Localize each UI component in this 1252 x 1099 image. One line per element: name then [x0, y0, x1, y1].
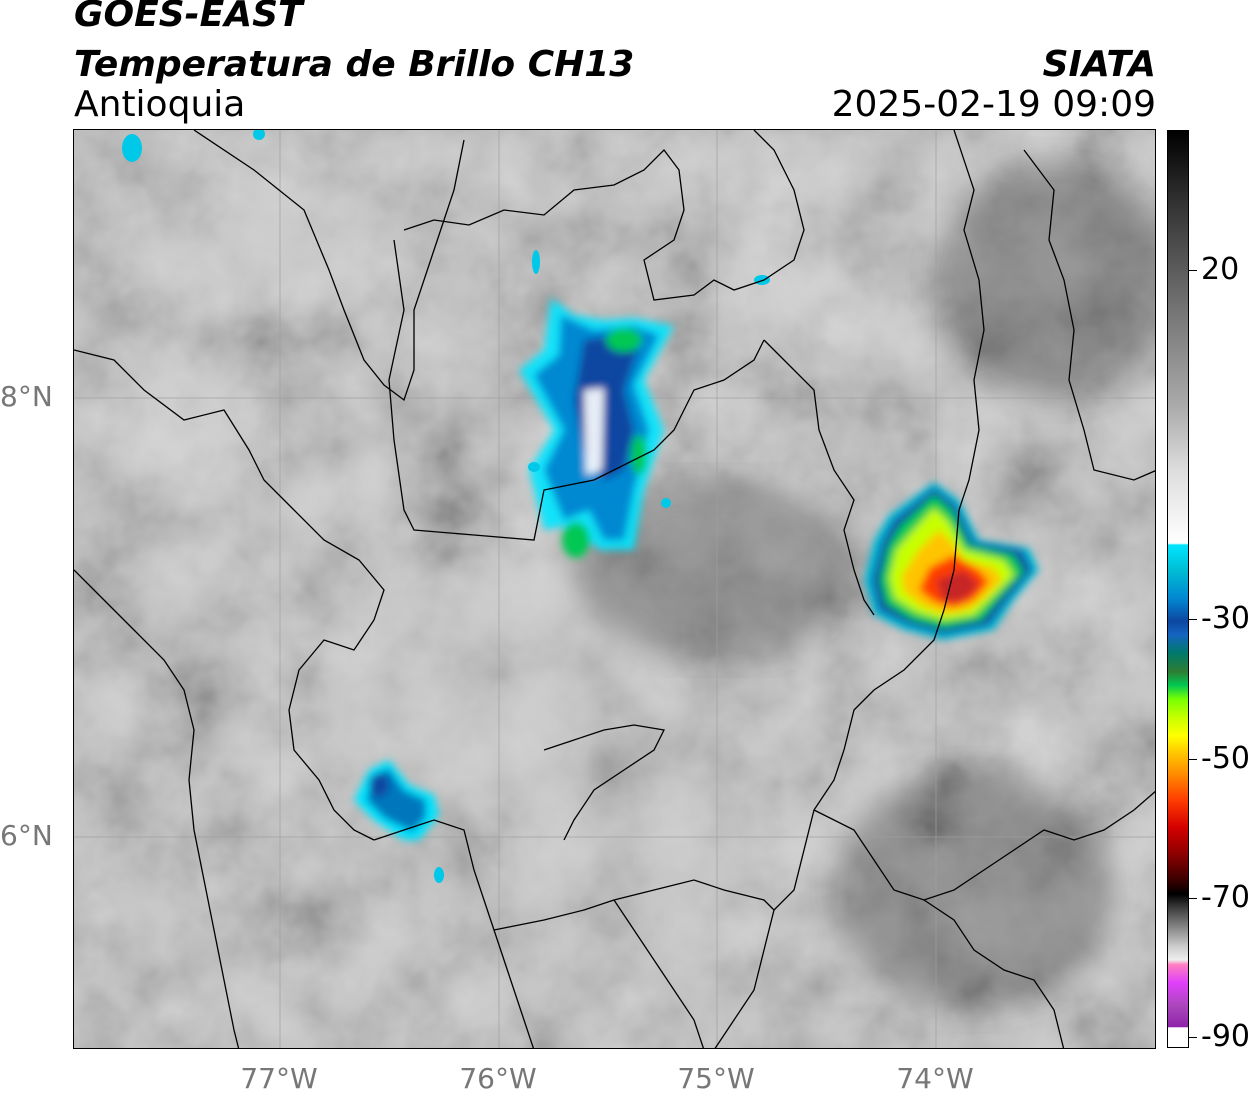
product-subtitle: Temperatura de Brillo CH13	[74, 44, 635, 85]
lat-label-6n: 6°N	[0, 819, 53, 852]
product-title: GOES-EAST	[74, 0, 303, 35]
region-label: Antioquia	[74, 84, 246, 125]
colorbar-tick	[1189, 270, 1197, 271]
lon-label-74w: 74°W	[896, 1062, 974, 1095]
temperature-colorbar	[1167, 130, 1189, 1048]
colorbar-tick	[1189, 619, 1197, 620]
colorbar-label-minus30: -30	[1201, 601, 1250, 636]
lon-label-76w: 76°W	[459, 1062, 537, 1095]
storm-cell-southwest	[354, 760, 439, 840]
organization-label: SIATA	[1042, 44, 1156, 85]
lon-label-77w: 77°W	[240, 1062, 318, 1095]
colorbar-label-minus70: -70	[1201, 880, 1250, 915]
datetime-label: 2025-02-19 09:09	[831, 84, 1156, 125]
map-canvas	[74, 130, 1155, 1048]
political-borders	[74, 130, 1155, 1048]
lon-label-75w: 75°W	[677, 1062, 755, 1095]
warm-surface-areas	[124, 180, 844, 990]
colorbar-tick	[1189, 898, 1197, 899]
satellite-map[interactable]	[73, 129, 1156, 1049]
lat-label-8n: 8°N	[0, 380, 53, 413]
colorbar-tick	[1189, 1037, 1197, 1038]
storm-cell-east	[864, 482, 1039, 640]
colorbar-label-minus50: -50	[1201, 741, 1250, 776]
colorbar-label-20: 20	[1201, 252, 1240, 287]
colorbar-tick	[1189, 759, 1197, 760]
colorbar-label-minus90: -90	[1201, 1019, 1250, 1054]
